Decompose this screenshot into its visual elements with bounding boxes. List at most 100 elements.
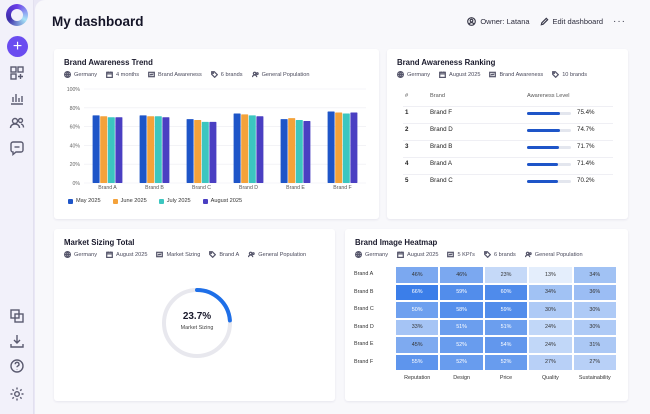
bar[interactable] [327, 111, 335, 183]
heatmap-cell[interactable]: 52% [439, 336, 484, 354]
heatmap-cell[interactable]: 59% [483, 301, 529, 319]
card-meta: Germany 4 months Brand Awareness 6 brand… [64, 71, 309, 78]
edit-dashboard-button[interactable]: Edit dashboard [540, 17, 603, 26]
bar[interactable] [303, 120, 311, 183]
heatmap-cell[interactable]: 46% [395, 266, 440, 284]
heatmap-cell[interactable]: 52% [439, 353, 484, 371]
layers-icon[interactable] [9, 308, 25, 324]
heatmap-cell[interactable]: 66% [395, 283, 440, 301]
x-tick-label: Brand F [333, 185, 351, 191]
card-title: Brand Awareness Trend [64, 58, 153, 67]
legend-swatch [112, 198, 118, 204]
y-tick-label: 80% [70, 106, 81, 112]
bar[interactable] [295, 120, 303, 183]
heatmap-cell[interactable]: 24% [528, 318, 573, 336]
legend-item[interactable]: July 2025 [158, 198, 191, 204]
globe-icon [355, 251, 362, 258]
heatmap-row: 66% 59% 60% 34% 36% [395, 283, 617, 301]
bar[interactable] [209, 121, 217, 183]
card-title: Market Sizing Total [64, 238, 135, 247]
add-button[interactable]: + [7, 36, 28, 57]
legend-label: June 2025 [120, 198, 147, 204]
heatmap-cell[interactable]: 23% [483, 266, 529, 284]
legend-item[interactable]: August 2025 [202, 198, 242, 204]
heatmap-cell[interactable]: 30% [528, 301, 573, 319]
main-area: My dashboard Owner: Latana Edit dashboar… [35, 0, 650, 414]
meta-period: 4 months [116, 71, 140, 78]
card-meta: Germany August 2025 Market Sizing Brand … [64, 251, 306, 258]
download-icon[interactable] [9, 333, 25, 349]
bar[interactable] [162, 117, 170, 183]
bar[interactable] [201, 121, 209, 183]
bar[interactable] [241, 114, 249, 183]
heatmap-cell[interactable]: 30% [572, 301, 617, 319]
heatmap-cell[interactable]: 27% [572, 353, 617, 371]
bar[interactable] [147, 116, 155, 183]
header-actions: Owner: Latana Edit dashboard ··· [467, 16, 626, 27]
heatmap-cell[interactable]: 31% [572, 336, 617, 354]
bar[interactable] [100, 116, 108, 183]
heatmap-cell[interactable]: 45% [395, 336, 440, 354]
bar[interactable] [194, 120, 202, 183]
chat-icon[interactable] [9, 140, 25, 156]
heatmap-cell[interactable]: 24% [528, 336, 573, 354]
heatmap-cell[interactable]: 59% [439, 283, 484, 301]
owner-button[interactable]: Owner: Latana [467, 17, 530, 26]
heatmap-cell[interactable]: 58% [439, 301, 484, 319]
heatmap-column-label: Reputation [404, 375, 431, 381]
legend-item[interactable]: June 2025 [112, 198, 147, 204]
bar[interactable] [256, 116, 264, 183]
bar[interactable] [154, 116, 162, 183]
bar[interactable] [342, 113, 350, 183]
logo[interactable] [6, 4, 28, 26]
bar-chart-icon[interactable] [9, 90, 25, 106]
heatmap-cell[interactable]: 50% [395, 301, 440, 319]
heatmap-cell[interactable]: 52% [483, 353, 529, 371]
y-tick-label: 100% [67, 87, 81, 93]
heatmap-cell[interactable]: 60% [483, 283, 529, 301]
card-meta: Germany August 2025 Brand Awareness 10 b… [397, 71, 587, 78]
awareness-value: 74.7% [577, 126, 595, 133]
legend-item[interactable]: May 2025 [68, 198, 101, 204]
bar[interactable] [288, 118, 296, 183]
ranking-row: 2 Brand D 74.7% [403, 123, 613, 135]
bar[interactable] [139, 115, 147, 183]
x-tick-label: Brand B [145, 185, 164, 191]
col-rank: # [405, 93, 409, 99]
heatmap-row-label: Brand B [354, 288, 374, 295]
globe-icon [64, 251, 71, 258]
bar[interactable] [335, 112, 343, 184]
owner-label: Owner: Latana [480, 17, 530, 26]
heatmap-cell[interactable]: 33% [395, 318, 440, 336]
bar[interactable] [280, 119, 288, 183]
heatmap-cell[interactable]: 51% [439, 318, 484, 336]
bar[interactable] [115, 117, 123, 183]
heatmap-cell[interactable]: 51% [483, 318, 529, 336]
bar[interactable] [92, 115, 100, 183]
bar[interactable] [233, 113, 241, 183]
help-icon[interactable] [9, 358, 25, 374]
heatmap-cell[interactable]: 46% [439, 266, 484, 284]
users-icon[interactable] [9, 115, 25, 131]
settings-icon[interactable] [9, 386, 25, 402]
heatmap-cell[interactable]: 34% [528, 283, 573, 301]
heatmap-cell[interactable]: 36% [572, 283, 617, 301]
heatmap-column-label: Quality [541, 375, 559, 381]
heatmap-cell[interactable]: 30% [572, 318, 617, 336]
calendar-icon [106, 71, 113, 78]
col-awareness: Awareness Level [527, 93, 570, 99]
heatmap-cell[interactable]: 55% [395, 353, 440, 371]
bar[interactable] [107, 117, 115, 183]
more-options-icon[interactable]: ··· [613, 16, 626, 27]
heatmap-cell[interactable]: 34% [572, 266, 617, 284]
bar[interactable] [186, 119, 194, 183]
bar[interactable] [248, 115, 256, 183]
edit-dashboard-label: Edit dashboard [552, 17, 603, 26]
dashboard-add-icon[interactable] [9, 65, 25, 81]
heatmap-cell[interactable]: 13% [528, 266, 573, 284]
heatmap-cell[interactable]: 27% [528, 353, 573, 371]
bar[interactable] [350, 112, 358, 184]
calendar-icon [106, 251, 113, 258]
awareness-bar [527, 163, 571, 166]
heatmap-cell[interactable]: 54% [483, 336, 529, 354]
